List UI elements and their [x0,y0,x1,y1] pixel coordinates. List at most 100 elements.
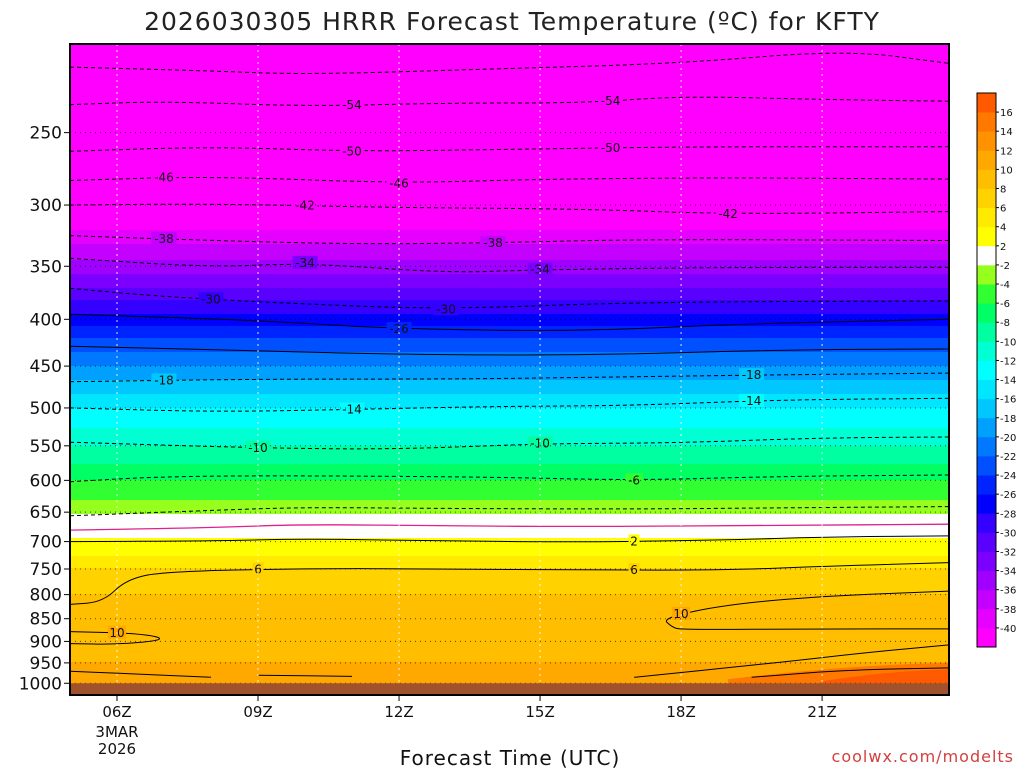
field-band [70,82,949,85]
field-band [70,600,949,603]
contour-label: -34 [530,263,550,277]
field-band [70,62,949,65]
field-band [70,320,949,323]
field-band [70,216,949,219]
isotherm-line [70,177,949,183]
colorbar-swatch [977,169,996,189]
contour-label: -50 [601,141,621,155]
field-band [70,196,949,199]
contour-label: -38 [483,236,503,250]
field-band [70,462,949,465]
field-band [70,330,949,333]
field-band [70,224,949,227]
field-band [70,470,949,473]
field-band [70,70,949,73]
field-band [70,566,949,569]
field-band [70,518,949,521]
colorbar-swatch [977,207,996,228]
field-band [70,96,949,99]
field-band [70,640,949,643]
field-band [70,608,949,611]
field-band [70,628,949,631]
colorbar-swatch [977,532,996,552]
field-band [70,250,949,253]
field-band [70,430,949,433]
field-band [70,434,949,437]
field-band [70,306,949,309]
contour-label-bg [151,373,177,387]
contour-label: 6 [630,563,638,577]
y-tick-label: 550 [30,437,62,457]
field-band [70,488,949,491]
field-band [70,402,949,405]
field-band [70,314,949,317]
field-band [70,392,949,395]
field-band [70,268,949,271]
field-band [70,236,949,239]
temperature-fill-field [70,44,949,695]
field-band [70,118,949,121]
colorbar-swatch [977,627,996,648]
field-band [70,106,949,109]
field-band [70,586,949,589]
contour-label: 6 [254,563,262,577]
field-band [70,380,949,383]
field-band [70,336,949,339]
field-band [70,172,949,175]
field-band [70,74,949,77]
contour-label: -54 [342,98,362,112]
colorbar-swatch [977,398,996,419]
contour-label-bg [628,534,640,548]
field-band [70,676,949,679]
field-band [70,228,949,231]
field-band [70,188,949,191]
field-band [70,512,949,515]
field-band [70,478,949,481]
contour-label-bg [292,255,318,269]
y-tick-label: 850 [30,610,62,630]
field-band [70,230,949,233]
field-band [70,80,949,83]
field-band [70,210,949,213]
field-band [70,648,949,651]
field-band [70,168,949,171]
field-band [70,630,949,633]
colorbar-swatch [977,436,996,457]
colorbar-swatch [977,245,996,266]
field-band [70,414,949,417]
isotherm-line [70,631,161,645]
colorbar-swatch [977,417,996,438]
field-band [70,272,949,275]
field-band [70,180,949,183]
colorbar-swatch [977,513,996,533]
contour-label: -30 [201,292,221,306]
field-band [70,126,949,129]
field-band [70,226,949,229]
field-band [70,206,949,209]
contour-label: -38 [154,232,174,246]
colorbar-swatch [977,589,996,610]
contour-label-bg [252,562,264,576]
field-band [70,572,949,575]
field-band [70,506,949,509]
colorbar-label: 10 [1000,165,1013,176]
field-band [70,370,949,373]
colorbar-swatch [977,112,996,132]
field-band [70,468,949,471]
field-band [70,144,949,147]
x-tick-label: 06Z [102,703,131,721]
field-band [70,596,949,599]
field-band [70,242,949,245]
field-band [70,90,949,93]
field-band [70,174,949,177]
field-band [70,48,949,51]
field-band [70,84,949,87]
field-band [70,404,949,407]
field-band [70,446,949,449]
field-band [70,322,949,325]
contour-label-bg [672,607,691,621]
field-band [70,454,949,457]
field-band [70,278,949,281]
field-band [70,308,949,311]
field-band [70,282,949,285]
